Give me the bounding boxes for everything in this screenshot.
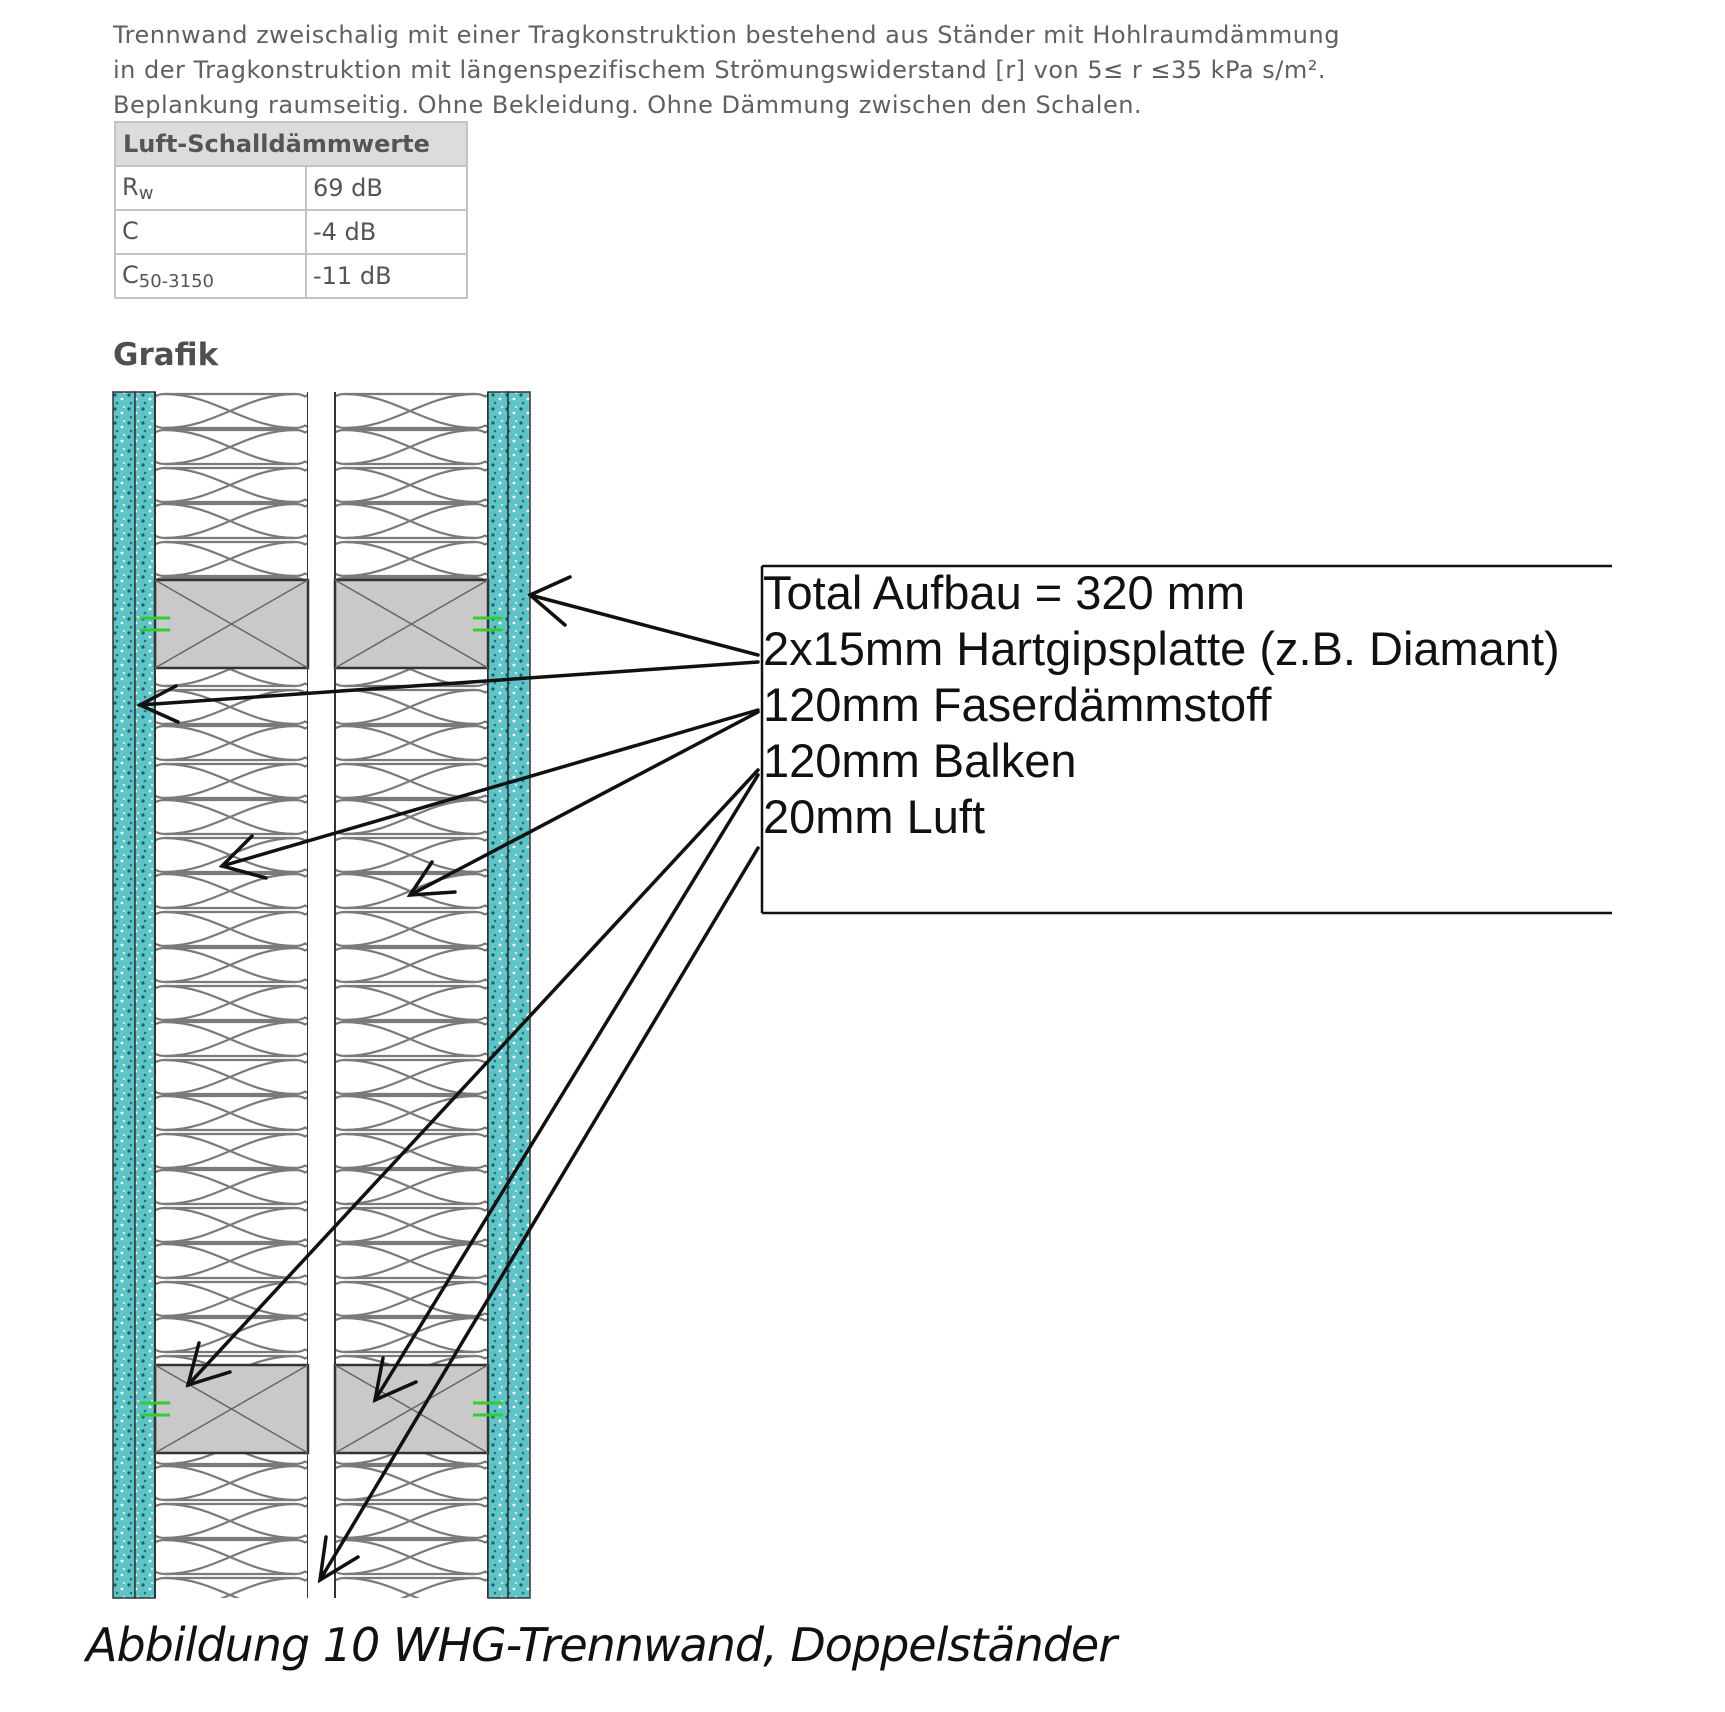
- grafik-heading: Grafik: [113, 337, 219, 373]
- callout-line-beam: 120mm Balken: [763, 734, 1077, 787]
- table-cell-symbol: C: [114, 209, 307, 255]
- left-gypsum-boards: [112, 391, 156, 1599]
- beam-upper-left: [153, 578, 310, 670]
- callout-box-frame: [760, 564, 1612, 915]
- table-row: C50-3150 -11 dB: [114, 253, 468, 299]
- right-gypsum-boards: [487, 391, 531, 1599]
- table-header-row: Luft-Schalldämmwerte: [114, 121, 468, 167]
- beam-upper-right: [333, 578, 490, 670]
- air-gap: [308, 392, 335, 1598]
- table-row: Rw 69 dB: [114, 165, 468, 211]
- description-line-1: Trennwand zweischalig mit einer Tragkons…: [113, 21, 1340, 49]
- symbol-subscript: w: [138, 182, 154, 204]
- callout-line-air: 20mm Luft: [763, 790, 986, 843]
- legend-callout: Total Aufbau = 320 mm 2x15mm Hartgipspla…: [760, 565, 1610, 910]
- symbol-text: C: [122, 260, 139, 289]
- description-line-3: Beplankung raumseitig. Ohne Bekleidung. …: [113, 91, 1143, 119]
- table-header: Luft-Schalldämmwerte: [114, 121, 468, 167]
- beam-lower-right: [333, 1363, 490, 1455]
- table-row: C -4 dB: [114, 209, 468, 255]
- description: Trennwand zweischalig mit einer Tragkons…: [113, 18, 1513, 123]
- description-line-2: in der Tragkonstruktion mit längenspezif…: [113, 56, 1326, 84]
- callout-line-gypsum: 2x15mm Hartgipsplatte (z.B. Diamant): [763, 622, 1560, 675]
- sound-values-table: Luft-Schalldämmwerte Rw 69 dB C -4 dB C5…: [114, 121, 468, 299]
- symbol-text: C: [122, 216, 139, 245]
- table-cell-symbol: C50-3150: [114, 253, 307, 299]
- symbol-text: R: [122, 172, 139, 201]
- callout-line-total: Total Aufbau = 320 mm: [763, 566, 1246, 619]
- table-cell-value: -4 dB: [305, 209, 468, 255]
- table-cell-symbol: Rw: [114, 165, 307, 211]
- callout-line-insulation: 120mm Faserdämmstoff: [763, 678, 1272, 731]
- table-cell-value: -11 dB: [305, 253, 468, 299]
- symbol-subscript: 50-3150: [138, 270, 214, 292]
- figure-caption: Abbildung 10 WHG-Trennwand, Doppelstände…: [86, 1618, 1117, 1672]
- table-cell-value: 69 dB: [305, 165, 468, 211]
- beam-lower-left: [153, 1363, 310, 1455]
- leader-arrows: [136, 575, 760, 1584]
- fasteners: [140, 616, 503, 1417]
